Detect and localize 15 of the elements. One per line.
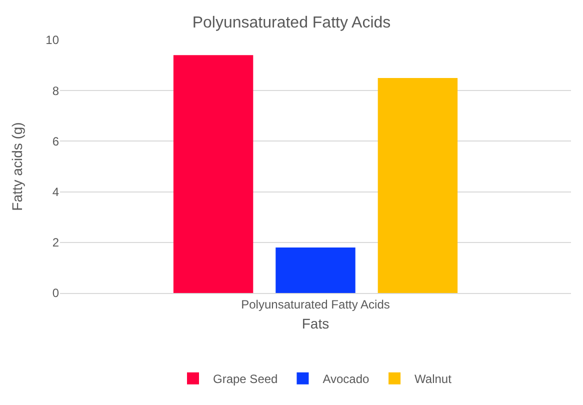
bar <box>378 78 458 293</box>
legend-label: Avocado <box>322 372 370 386</box>
legend-label: Walnut <box>414 372 452 386</box>
chart-title: Polyunsaturated Fatty Acids <box>192 14 391 32</box>
y-tick-label: 6 <box>52 134 60 148</box>
y-tick-label: 4 <box>52 185 60 199</box>
legend-label: Grape Seed <box>213 372 278 386</box>
y-axis-title: Fatty acids (g) <box>9 122 25 211</box>
bar <box>173 55 254 293</box>
bar <box>276 247 356 293</box>
y-tick-label: 2 <box>52 236 60 250</box>
x-axis-title: Fats <box>302 316 330 332</box>
y-tick-label: 0 <box>52 286 60 300</box>
y-tick-label: 8 <box>52 84 60 98</box>
y-tick-label: 10 <box>46 33 60 48</box>
